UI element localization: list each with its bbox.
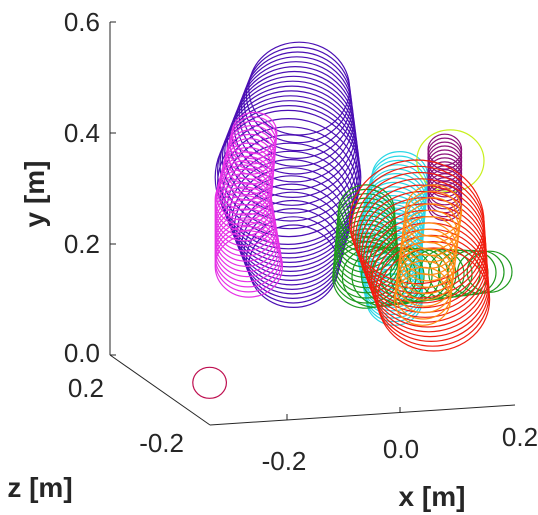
y-axis-label: y [m] — [19, 161, 50, 228]
y-tick-label: 0.6 — [64, 7, 100, 37]
x-ticks: -0.2 0.0 0.2 — [262, 407, 538, 476]
y-tick-label: 0.0 — [64, 338, 100, 368]
z-ticks: 0.2 -0.2 — [68, 373, 184, 458]
x-axis-label: x [m] — [399, 481, 466, 512]
ring-mark — [225, 139, 275, 185]
y-tick-label: 0.2 — [64, 229, 100, 259]
ring-mark — [193, 367, 227, 398]
plot-area — [193, 42, 512, 398]
series-8 — [193, 367, 227, 398]
z-tick-label: -0.2 — [139, 428, 184, 458]
x-axis-line — [210, 405, 515, 425]
x-tick-label: 0.0 — [383, 434, 419, 464]
z-tick-label: 0.2 — [68, 373, 104, 403]
z-axis-label: z [m] — [7, 472, 72, 503]
x-tick-label: 0.2 — [502, 422, 538, 452]
y-ticks: 0.6 0.4 0.2 0.0 — [64, 7, 116, 368]
x-tick-label: -0.2 — [262, 446, 307, 476]
y-tick-label: 0.4 — [64, 118, 100, 148]
